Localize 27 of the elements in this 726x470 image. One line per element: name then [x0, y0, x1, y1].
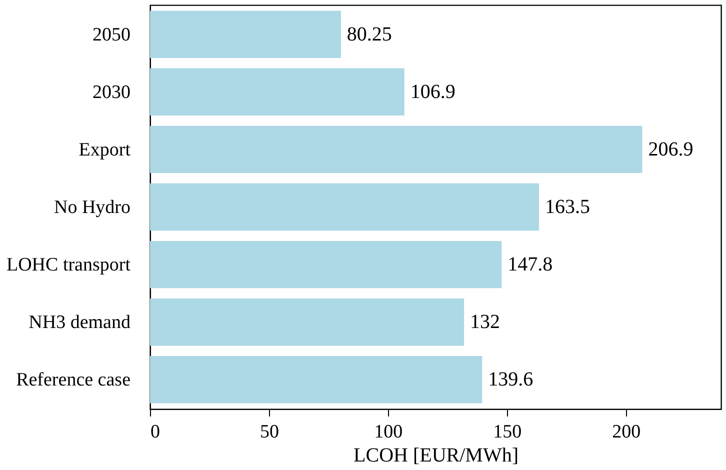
x-tick-label: 200	[612, 422, 641, 442]
bar	[150, 126, 642, 174]
y-tick-label: No Hydro	[54, 197, 130, 218]
data-label: 206.9	[648, 138, 694, 160]
y-tick-label: Reference case	[16, 370, 130, 391]
y-tick-label: NH3 demand	[28, 312, 131, 334]
data-label: 132	[470, 311, 500, 334]
bar	[150, 240, 502, 288]
y-tick-label: LOHC transport	[6, 254, 132, 276]
data-label: 80.25	[346, 23, 392, 46]
data-label: 147.8	[508, 254, 553, 276]
x-tick-label: 50	[260, 422, 279, 442]
data-label: 163.5	[544, 196, 590, 218]
x-tick-label: 0	[150, 422, 160, 442]
data-label: 139.6	[488, 368, 534, 391]
x-tick-label: 150	[493, 422, 522, 442]
y-tick-label: Export	[78, 139, 132, 160]
bar	[150, 10, 341, 58]
bar	[150, 356, 482, 404]
data-label: 106.9	[410, 80, 456, 103]
bar	[150, 298, 464, 346]
bar	[150, 183, 539, 231]
x-tick-label: 100	[374, 422, 403, 442]
y-tick-label: 2030	[92, 82, 130, 103]
x-axis-title: LCOH [EUR/MWh]	[354, 444, 518, 466]
bar	[150, 68, 404, 116]
y-tick-label: 2050	[92, 24, 130, 46]
